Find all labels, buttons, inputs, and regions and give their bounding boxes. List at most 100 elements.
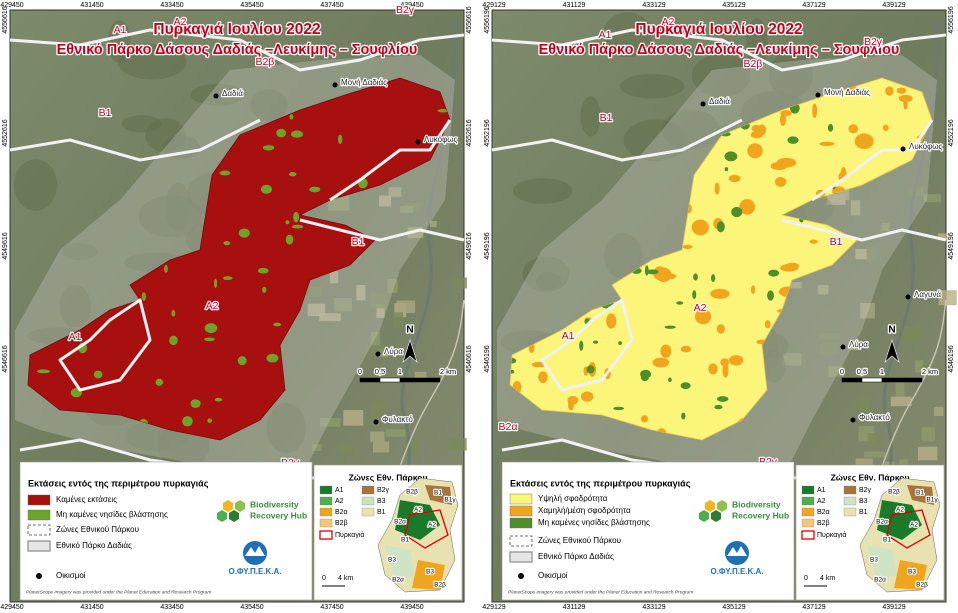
moderate-severity bbox=[708, 363, 718, 375]
farmland bbox=[860, 302, 875, 319]
moderate-severity bbox=[568, 399, 574, 411]
inset-key: B1 bbox=[859, 509, 868, 516]
farmland bbox=[407, 227, 424, 239]
farmland bbox=[818, 332, 841, 339]
farmland bbox=[923, 194, 942, 203]
unburned-island bbox=[155, 378, 164, 386]
unburned-island bbox=[262, 145, 275, 151]
moderate-severity bbox=[775, 176, 787, 187]
map-title: Πυρκαγιά Ιουλίου 2022 bbox=[153, 21, 320, 38]
unburned-island bbox=[207, 418, 213, 423]
moderate-severity bbox=[780, 110, 792, 117]
zone-label: B2β bbox=[256, 56, 275, 68]
forest bbox=[603, 232, 643, 279]
legend-label: Ζώνες Εθνικού Πάρκου bbox=[56, 525, 139, 534]
inset-swatch bbox=[319, 518, 333, 528]
unburned-island bbox=[164, 264, 168, 273]
place-label: Δαδιά bbox=[222, 89, 243, 98]
inset-key: B2γ bbox=[377, 487, 390, 494]
unburned-island bbox=[309, 186, 321, 193]
settlement-marker bbox=[375, 351, 381, 357]
inset-key: B2α bbox=[335, 509, 348, 516]
hub-logo bbox=[699, 510, 709, 522]
moderate-severity bbox=[710, 288, 730, 299]
farmland bbox=[867, 433, 880, 446]
inset-zone-label: B1γ bbox=[926, 497, 938, 504]
farmland bbox=[899, 327, 922, 343]
farmland bbox=[320, 417, 341, 427]
legend-swatch bbox=[509, 535, 533, 547]
farmland bbox=[865, 247, 875, 262]
legend-label: Εθνικό Πάρκο Δαδιάς bbox=[538, 552, 614, 561]
inset-title: Ζώνες Εθν. Πάρκου bbox=[349, 472, 428, 482]
legend-swatch bbox=[27, 509, 51, 521]
scale-label: 0,5 bbox=[375, 367, 385, 376]
coord-label: 435129 bbox=[722, 604, 745, 611]
zone-boundary bbox=[781, 218, 947, 242]
unburned-island bbox=[676, 301, 684, 305]
coord-label: 435129 bbox=[722, 2, 745, 9]
legend-box bbox=[501, 461, 795, 601]
moderate-severity bbox=[716, 324, 725, 334]
legend-swatch bbox=[36, 573, 42, 579]
coord-label: 4556616 bbox=[466, 6, 473, 33]
farmland bbox=[850, 200, 861, 216]
moderate-severity bbox=[882, 124, 889, 132]
legend-swatch bbox=[27, 540, 51, 552]
forest bbox=[768, 49, 813, 99]
inset-key: B3 bbox=[377, 498, 386, 505]
inset-swatch bbox=[319, 507, 333, 517]
inset-zone-label: B1 bbox=[883, 537, 891, 544]
moderate-severity bbox=[694, 309, 712, 325]
inset-scale-label: 4 km bbox=[820, 575, 835, 582]
unburned-island bbox=[710, 274, 716, 282]
unburned-island bbox=[238, 228, 250, 238]
unburned-island bbox=[716, 396, 729, 402]
inset-zone-label: B1 bbox=[434, 490, 442, 497]
inset-zone-label: A2 bbox=[414, 507, 422, 514]
burned-area bbox=[27, 77, 451, 441]
place-label: Λαγυνά bbox=[914, 290, 941, 299]
zone-boundary bbox=[329, 119, 452, 202]
coord-label: 435450 bbox=[240, 2, 263, 9]
unburned-island bbox=[273, 322, 282, 327]
inset-zone-label: B2β bbox=[916, 582, 928, 589]
hub-logo-text: Recovery Hub bbox=[250, 510, 307, 520]
unburned-island bbox=[237, 356, 247, 366]
unburned-island bbox=[437, 108, 449, 113]
inset-key: A2 bbox=[817, 498, 826, 505]
inset-swatch bbox=[801, 507, 815, 517]
forest bbox=[512, 178, 573, 204]
zone-label: B1 bbox=[352, 236, 365, 248]
coord-label: 429129 bbox=[482, 604, 505, 611]
forest bbox=[250, 89, 288, 121]
coord-label: 4546196 bbox=[948, 345, 955, 372]
unburned-island bbox=[289, 114, 294, 120]
inset-zone-label: B2β bbox=[888, 489, 900, 496]
farmland bbox=[405, 440, 417, 456]
farmland bbox=[426, 220, 437, 228]
coord-label: 4549196 bbox=[484, 232, 491, 259]
legend-swatch bbox=[509, 551, 533, 563]
zone-boundary bbox=[540, 298, 634, 392]
moderate-severity bbox=[885, 86, 894, 96]
inset-zone-label: B3 bbox=[426, 569, 434, 576]
coord-label: 431129 bbox=[563, 2, 586, 9]
scale-label: 0 bbox=[358, 367, 362, 376]
coord-label: 4546616 bbox=[2, 345, 9, 372]
forest bbox=[121, 115, 162, 133]
scale-label: 2 km bbox=[440, 367, 456, 376]
farmland bbox=[414, 371, 427, 382]
inset-swatch bbox=[843, 507, 857, 517]
unburned-island bbox=[260, 184, 272, 194]
legend-box bbox=[19, 461, 313, 601]
unburned-island bbox=[190, 399, 201, 408]
farmland bbox=[938, 290, 957, 306]
inset-key: B2β bbox=[335, 520, 348, 527]
inset-key: B2γ bbox=[859, 487, 872, 494]
coord-label: 4549196 bbox=[948, 232, 955, 259]
place-label: Λύρα bbox=[849, 340, 868, 349]
unburned-island bbox=[693, 273, 698, 281]
farmland bbox=[307, 303, 326, 317]
